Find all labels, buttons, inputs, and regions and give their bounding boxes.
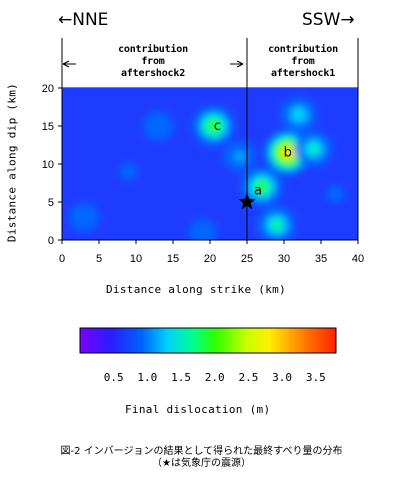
y-tick-label-10: 10 [42,159,54,171]
contribution-arrow-right [230,60,244,68]
slip-patch-7-1 [149,117,167,135]
y-axis-label: Distance along dip (km) [5,82,19,243]
contribution-aftershock1-label: contribution from aftershock1 [268,44,338,79]
slip-patch-0-7 [281,147,294,159]
x-tick-label-40: 40 [352,253,364,265]
contribution-aftershock2-label: contribution from aftershock2 [118,44,188,79]
x-tick-label-30: 30 [278,253,290,265]
x-tick-label-10: 10 [130,253,142,265]
colorbar-label: Final dislocation (m) [125,403,271,416]
colorbar-tick-1.0: 1.0 [137,371,157,384]
slip-patch-2-4 [256,181,267,192]
slip-map-chart: a b c 0 5 10 15 20 25 30 35 40 0 5 10 15 20 [42,38,364,265]
slip-patch-10-1 [195,225,210,240]
y-tick-label-15: 15 [42,121,54,133]
x-tick-label-20: 20 [204,253,216,265]
caption-line-1: 図-2 インバージョンの結果として得られた最終すべり量の分布 [60,446,343,457]
colorbar-tick-0.5: 0.5 [104,371,124,384]
slip-patch-4-2 [290,106,308,123]
slip-patch-8-0 [119,162,138,181]
colorbar-tick-3.5: 3.5 [306,371,326,384]
colorbar-gradient [79,327,337,354]
slip-heatmap [62,88,358,240]
colorbar-tick-3.0: 3.0 [272,371,292,384]
slip-patch-6-1 [75,208,93,226]
caption-line-2: （★は気象庁の震源） [152,458,251,469]
y-tick-label-20: 20 [42,83,54,95]
slip-patch-1-4 [207,120,220,132]
figure-caption: 図-2 インバージョンの結果として得られた最終すべり量の分布 （★は気象庁の震源… [0,446,403,470]
slip-patch-5-3 [270,219,283,231]
x-tick-label-5: 5 [96,253,102,265]
y-tick-label-0: 0 [48,235,54,247]
x-axis-label: Distance along strike (km) [106,283,286,296]
x-tick-label-35: 35 [315,253,327,265]
contribution-arrow-left [62,60,76,68]
x-tick-label-15: 15 [167,253,179,265]
colorbar-tick-2.5: 2.5 [238,371,258,384]
slip-patch-11-2 [235,152,244,161]
colorbar-tick-1.5: 1.5 [171,371,191,384]
direction-left-label: ←NNE [58,10,109,30]
colorbar: 0.5 1.0 1.5 2.0 2.5 3.0 3.5 [79,327,337,384]
slip-patch-3-3 [308,144,319,154]
slip-patch-9-0 [326,185,345,204]
x-tick-label-0: 0 [59,253,65,265]
annotation-a: a [254,184,262,199]
direction-right-label: SSW→ [302,10,355,30]
y-tick-label-5: 5 [48,197,54,209]
hypocenter-star-icon [238,193,256,210]
annotation-c: c [214,119,221,134]
colorbar-tick-2.0: 2.0 [205,371,225,384]
x-tick-label-25: 25 [241,253,253,265]
annotation-b: b [284,146,292,161]
